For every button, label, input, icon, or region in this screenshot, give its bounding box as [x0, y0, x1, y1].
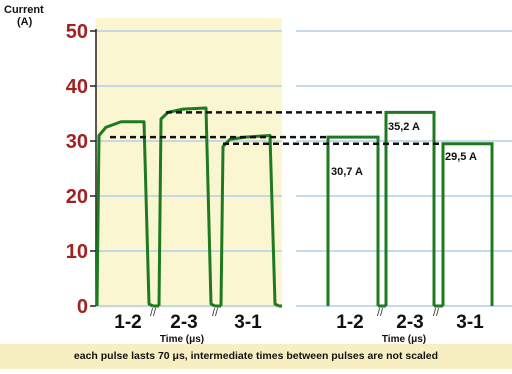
category-label: 3-1 — [456, 312, 484, 333]
y-axis: 0 10 20 30 40 50 — [66, 21, 97, 318]
category-label: 2-3 — [396, 312, 423, 333]
measured-pulse-2-3 — [157, 106, 216, 308]
category-label: 1-2 — [114, 312, 141, 333]
model-pulse-1-2 — [326, 135, 380, 306]
measured-pulse-1-2 — [95, 120, 154, 308]
y-tick-label: 50 — [66, 21, 88, 43]
dashed-reference-lines — [110, 111, 443, 145]
x-axis-label-left: Time (μs) — [160, 334, 204, 345]
model-pulse-3-1 — [441, 142, 494, 306]
y-tick-label: 0 — [77, 296, 88, 318]
category-label: 2-3 — [170, 312, 197, 333]
y-tick-label: 40 — [66, 76, 88, 98]
category-label: 3-1 — [234, 312, 262, 333]
text-labels: Current(A) 30,7 A 35,2 A 29,5 A 1-2 2-3 3-1 1-2… — [4, 4, 484, 362]
y-tick-label: 10 — [66, 241, 88, 263]
gridlines — [96, 30, 512, 307]
interval-separator: // — [433, 307, 440, 319]
interval-separator: // — [377, 307, 384, 319]
y-axis-title: Current — [4, 4, 44, 16]
left-panel-background — [96, 18, 282, 308]
value-label: 30,7 A — [331, 166, 363, 178]
value-label: 29,5 A — [445, 151, 477, 163]
category-label: 1-2 — [336, 312, 363, 333]
caption-band — [0, 344, 512, 369]
interval-separator: // — [212, 307, 219, 319]
y-axis-unit: (A) — [17, 16, 33, 28]
model-pulse-2-3 — [384, 110, 436, 306]
interval-separator: // — [150, 307, 157, 319]
caption: each pulse lasts 70 μs, intermediate tim… — [74, 350, 438, 362]
value-label: 35,2 A — [388, 121, 420, 133]
y-tick-label: 30 — [66, 131, 88, 153]
y-tick-label: 20 — [66, 186, 88, 208]
x-axis-label-right: Time (μs) — [382, 334, 426, 345]
